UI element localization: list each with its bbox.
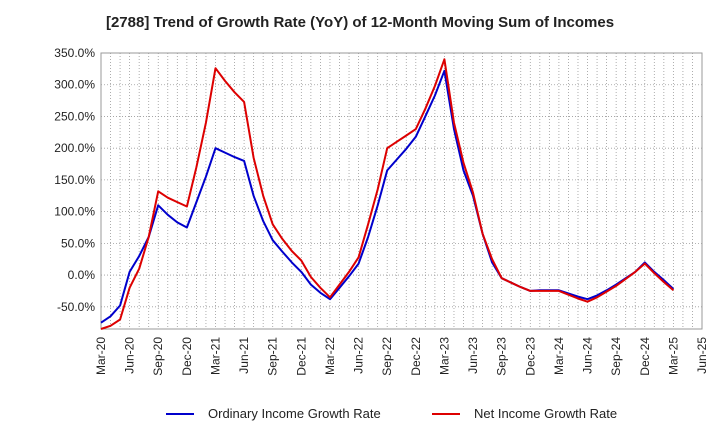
x-tick-label: Jun-24	[581, 337, 595, 374]
x-tick-label: Dec-21	[294, 337, 308, 376]
y-tick-label: 100.0%	[54, 205, 95, 219]
y-tick-label: 200.0%	[54, 141, 95, 155]
x-tick-label: Jun-23	[466, 337, 480, 374]
y-tick-label: 300.0%	[54, 78, 95, 92]
x-tick-label: Jun-22	[352, 337, 366, 374]
x-tick-label: Mar-24	[552, 337, 566, 375]
x-tick-label: Sep-24	[609, 337, 623, 376]
chart-title: [2788] Trend of Growth Rate (YoY) of 12-…	[105, 14, 615, 31]
x-tick-label: Sep-22	[380, 337, 394, 376]
x-tick-label: Dec-24	[638, 337, 652, 376]
x-tick-label: Mar-20	[94, 337, 108, 375]
x-tick-label: Jun-20	[123, 337, 137, 374]
x-tick-label: Dec-23	[523, 337, 537, 376]
y-tick-label: 150.0%	[54, 173, 95, 187]
x-tick-label: Mar-22	[323, 337, 337, 375]
y-tick-label: 250.0%	[54, 109, 95, 123]
series-line-1	[100, 58, 675, 330]
x-tick-label: Sep-21	[266, 337, 280, 376]
x-tick-label: Mar-23	[437, 337, 451, 375]
x-tick-label: Dec-22	[409, 337, 423, 376]
y-tick-label: 0.0%	[68, 268, 96, 282]
y-tick-label: -50.0%	[57, 300, 95, 314]
legend-label: Ordinary Income Growth Rate	[208, 406, 381, 421]
x-tick-label: Jun-25	[695, 337, 709, 374]
x-tick-label: Sep-23	[495, 337, 509, 376]
x-tick-label: Sep-20	[151, 337, 165, 376]
legend-label: Net Income Growth Rate	[474, 406, 617, 421]
x-tick-label: Jun-21	[237, 337, 251, 374]
series-line-0	[100, 69, 675, 324]
x-tick-label: Dec-20	[180, 337, 194, 376]
x-tick-label: Mar-25	[666, 337, 680, 375]
x-tick-label: Mar-21	[208, 337, 222, 375]
y-tick-label: 350.0%	[54, 46, 95, 60]
y-tick-label: 50.0%	[61, 236, 95, 250]
